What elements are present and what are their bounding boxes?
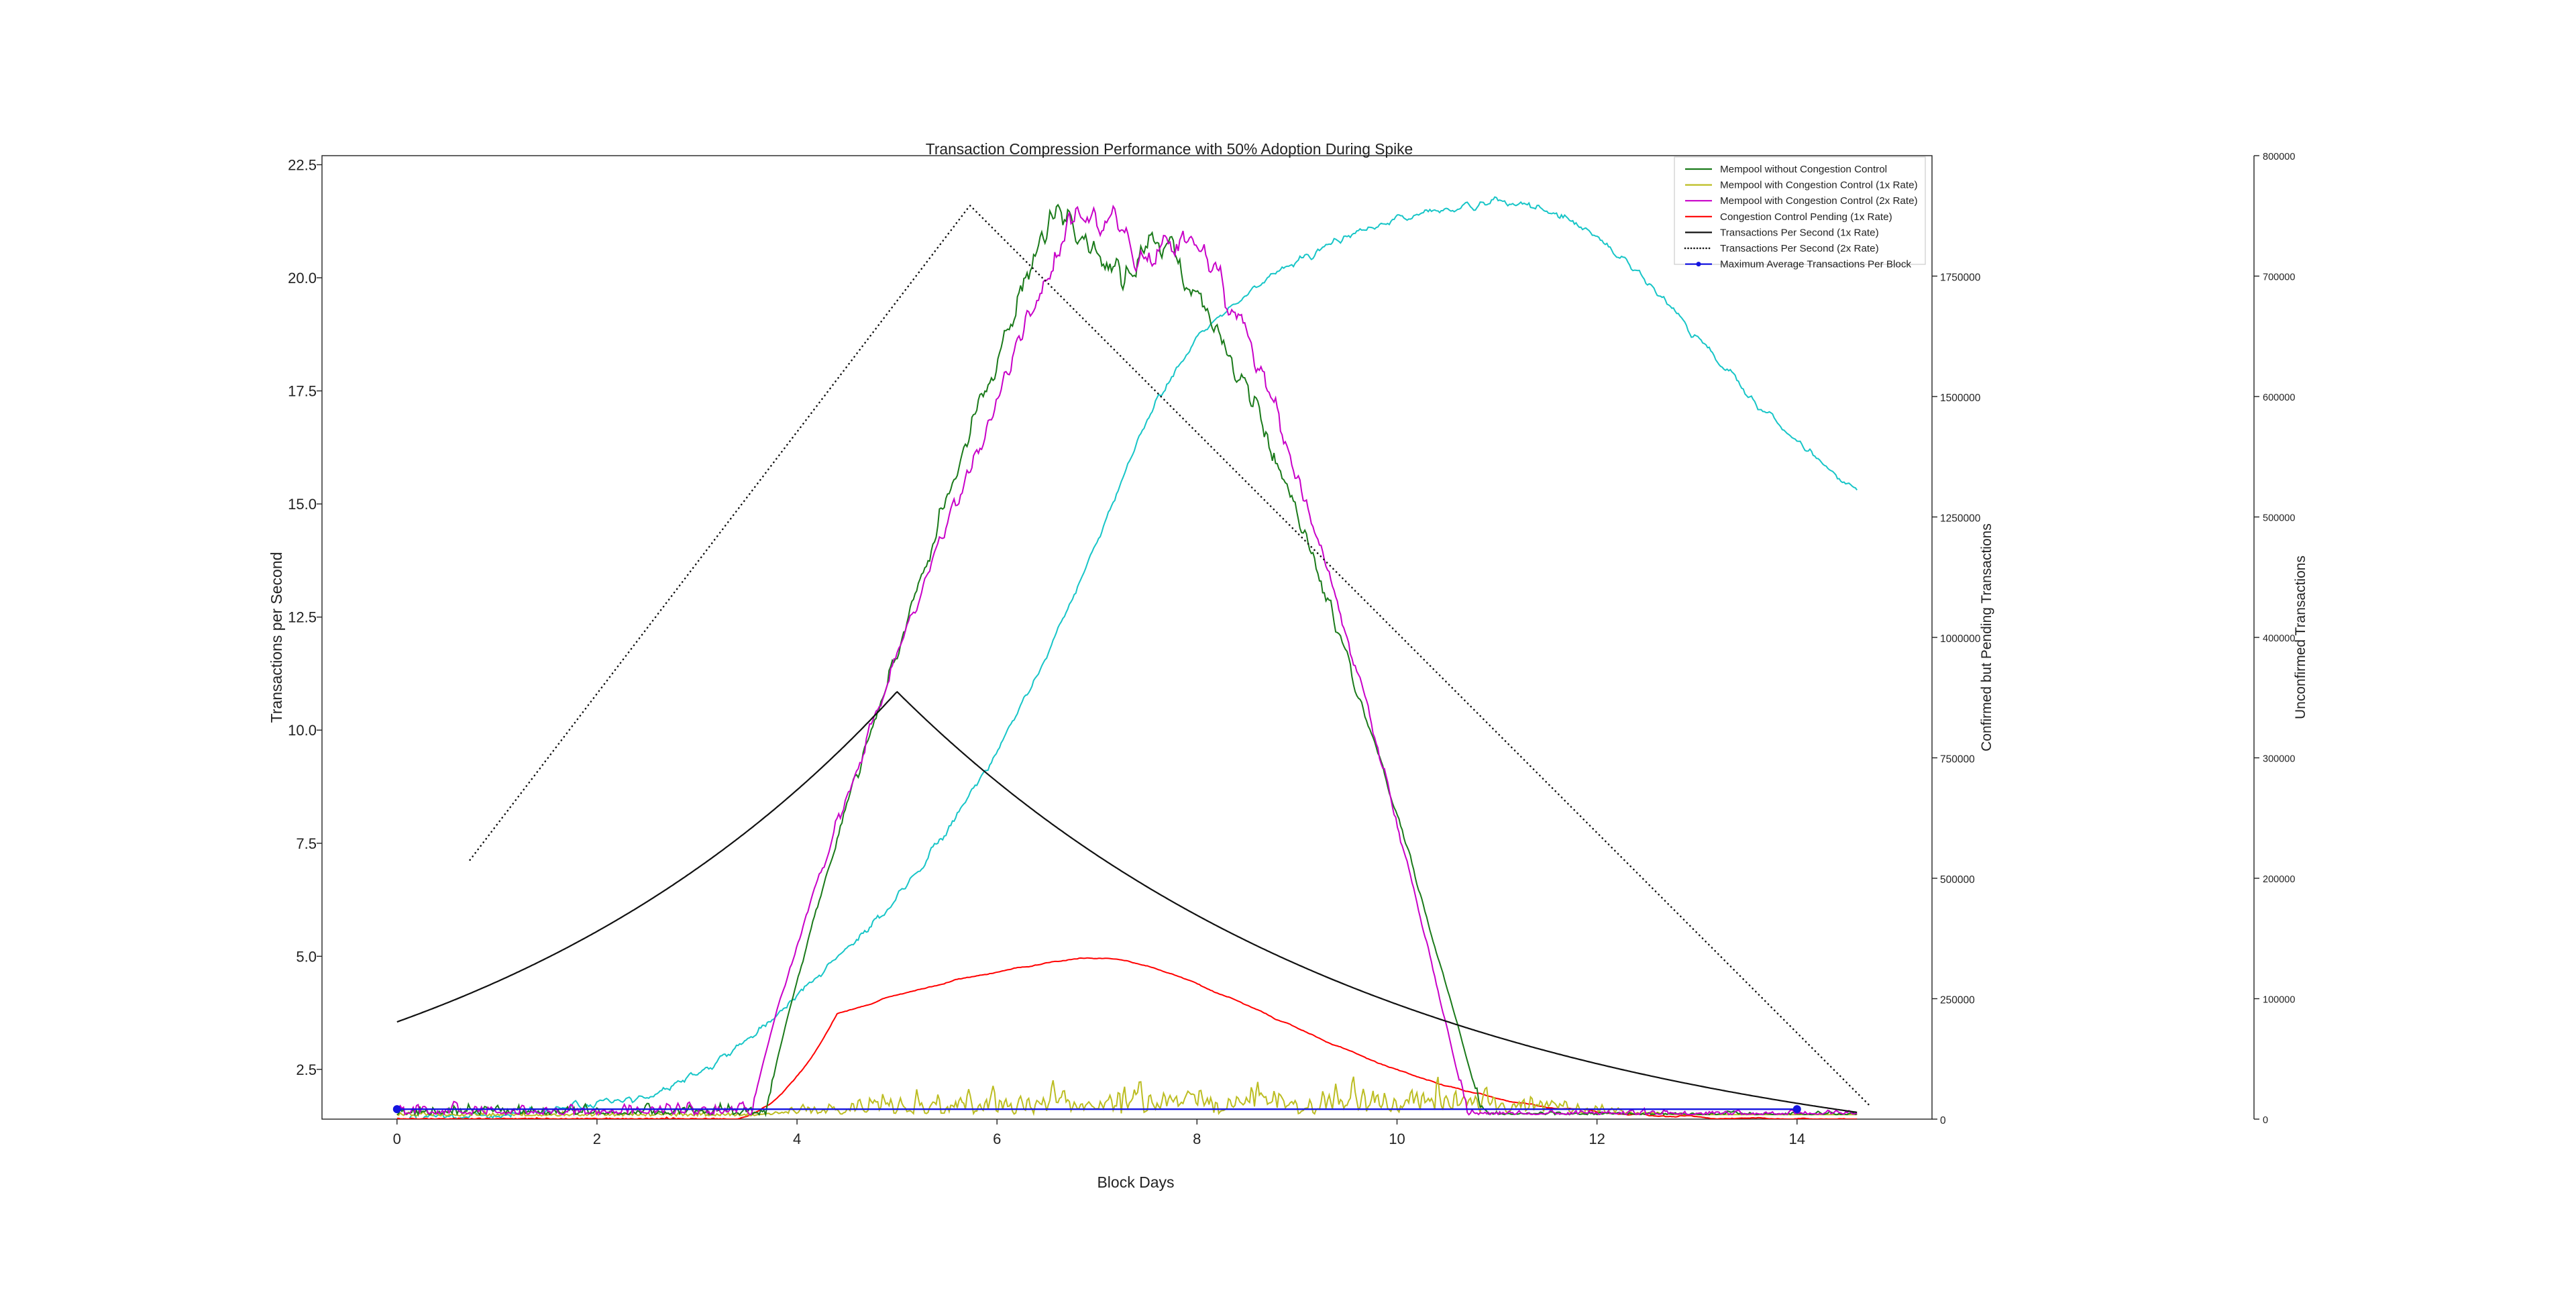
svg-text:500000: 500000 [2263, 513, 2295, 524]
svg-text:250000: 250000 [1940, 995, 1975, 1006]
svg-text:1500000: 1500000 [1940, 393, 1981, 404]
svg-text:800000: 800000 [2263, 152, 2295, 162]
svg-text:750000: 750000 [1940, 754, 1975, 766]
svg-text:Mempool with Congestion Contro: Mempool with Congestion Control (2x Rate… [1720, 195, 1918, 207]
svg-text:7.5: 7.5 [296, 835, 317, 852]
svg-text:4: 4 [793, 1131, 801, 1147]
svg-text:Confirmed but Pending Transact: Confirmed but Pending Transactions [1979, 523, 1994, 751]
svg-text:Transactions per Second: Transactions per Second [268, 552, 285, 723]
svg-text:600000: 600000 [2263, 393, 2295, 403]
svg-text:12.5: 12.5 [288, 609, 317, 626]
svg-text:1750000: 1750000 [1940, 272, 1981, 284]
svg-text:5.0: 5.0 [296, 948, 317, 965]
svg-text:400000: 400000 [2263, 633, 2295, 644]
svg-text:Mempool without Congestion Con: Mempool without Congestion Control [1720, 164, 1887, 175]
svg-text:Block Days: Block Days [1097, 1173, 1174, 1191]
svg-text:20.0: 20.0 [288, 270, 317, 286]
svg-text:6: 6 [993, 1131, 1001, 1147]
svg-text:12: 12 [1589, 1131, 1605, 1147]
svg-text:15.0: 15.0 [288, 496, 317, 513]
svg-text:14: 14 [1789, 1131, 1805, 1147]
svg-text:Congestion Control Pending (1x: Congestion Control Pending (1x Rate) [1720, 211, 1892, 223]
svg-text:100000: 100000 [2263, 995, 2295, 1006]
svg-text:Transactions Per Second (1x Ra: Transactions Per Second (1x Rate) [1720, 227, 1879, 238]
svg-text:Maximum Average Transactions P: Maximum Average Transactions Per Block [1720, 259, 1911, 270]
svg-text:2: 2 [593, 1131, 601, 1147]
svg-text:Mempool with Congestion Contro: Mempool with Congestion Control (1x Rate… [1720, 180, 1918, 191]
svg-text:Unconfirmed Transactions: Unconfirmed Transactions [2293, 556, 2308, 719]
svg-text:0: 0 [2263, 1115, 2268, 1126]
svg-text:1250000: 1250000 [1940, 513, 1981, 525]
svg-text:8: 8 [1193, 1131, 1201, 1147]
svg-text:17.5: 17.5 [288, 383, 317, 400]
svg-text:300000: 300000 [2263, 754, 2295, 765]
svg-text:700000: 700000 [2263, 272, 2295, 283]
svg-text:0: 0 [1940, 1115, 1946, 1127]
svg-text:500000: 500000 [1940, 874, 1975, 886]
svg-text:10.0: 10.0 [288, 722, 317, 739]
svg-text:2.5: 2.5 [296, 1061, 317, 1078]
svg-text:Transaction Compression Perfor: Transaction Compression Performance with… [926, 140, 1413, 158]
svg-text:Transactions Per Second (2x Ra: Transactions Per Second (2x Rate) [1720, 243, 1879, 254]
svg-text:1000000: 1000000 [1940, 633, 1981, 645]
svg-text:22.5: 22.5 [288, 157, 317, 174]
svg-text:200000: 200000 [2263, 874, 2295, 885]
svg-text:10: 10 [1389, 1131, 1405, 1147]
svg-text:0: 0 [393, 1131, 401, 1147]
